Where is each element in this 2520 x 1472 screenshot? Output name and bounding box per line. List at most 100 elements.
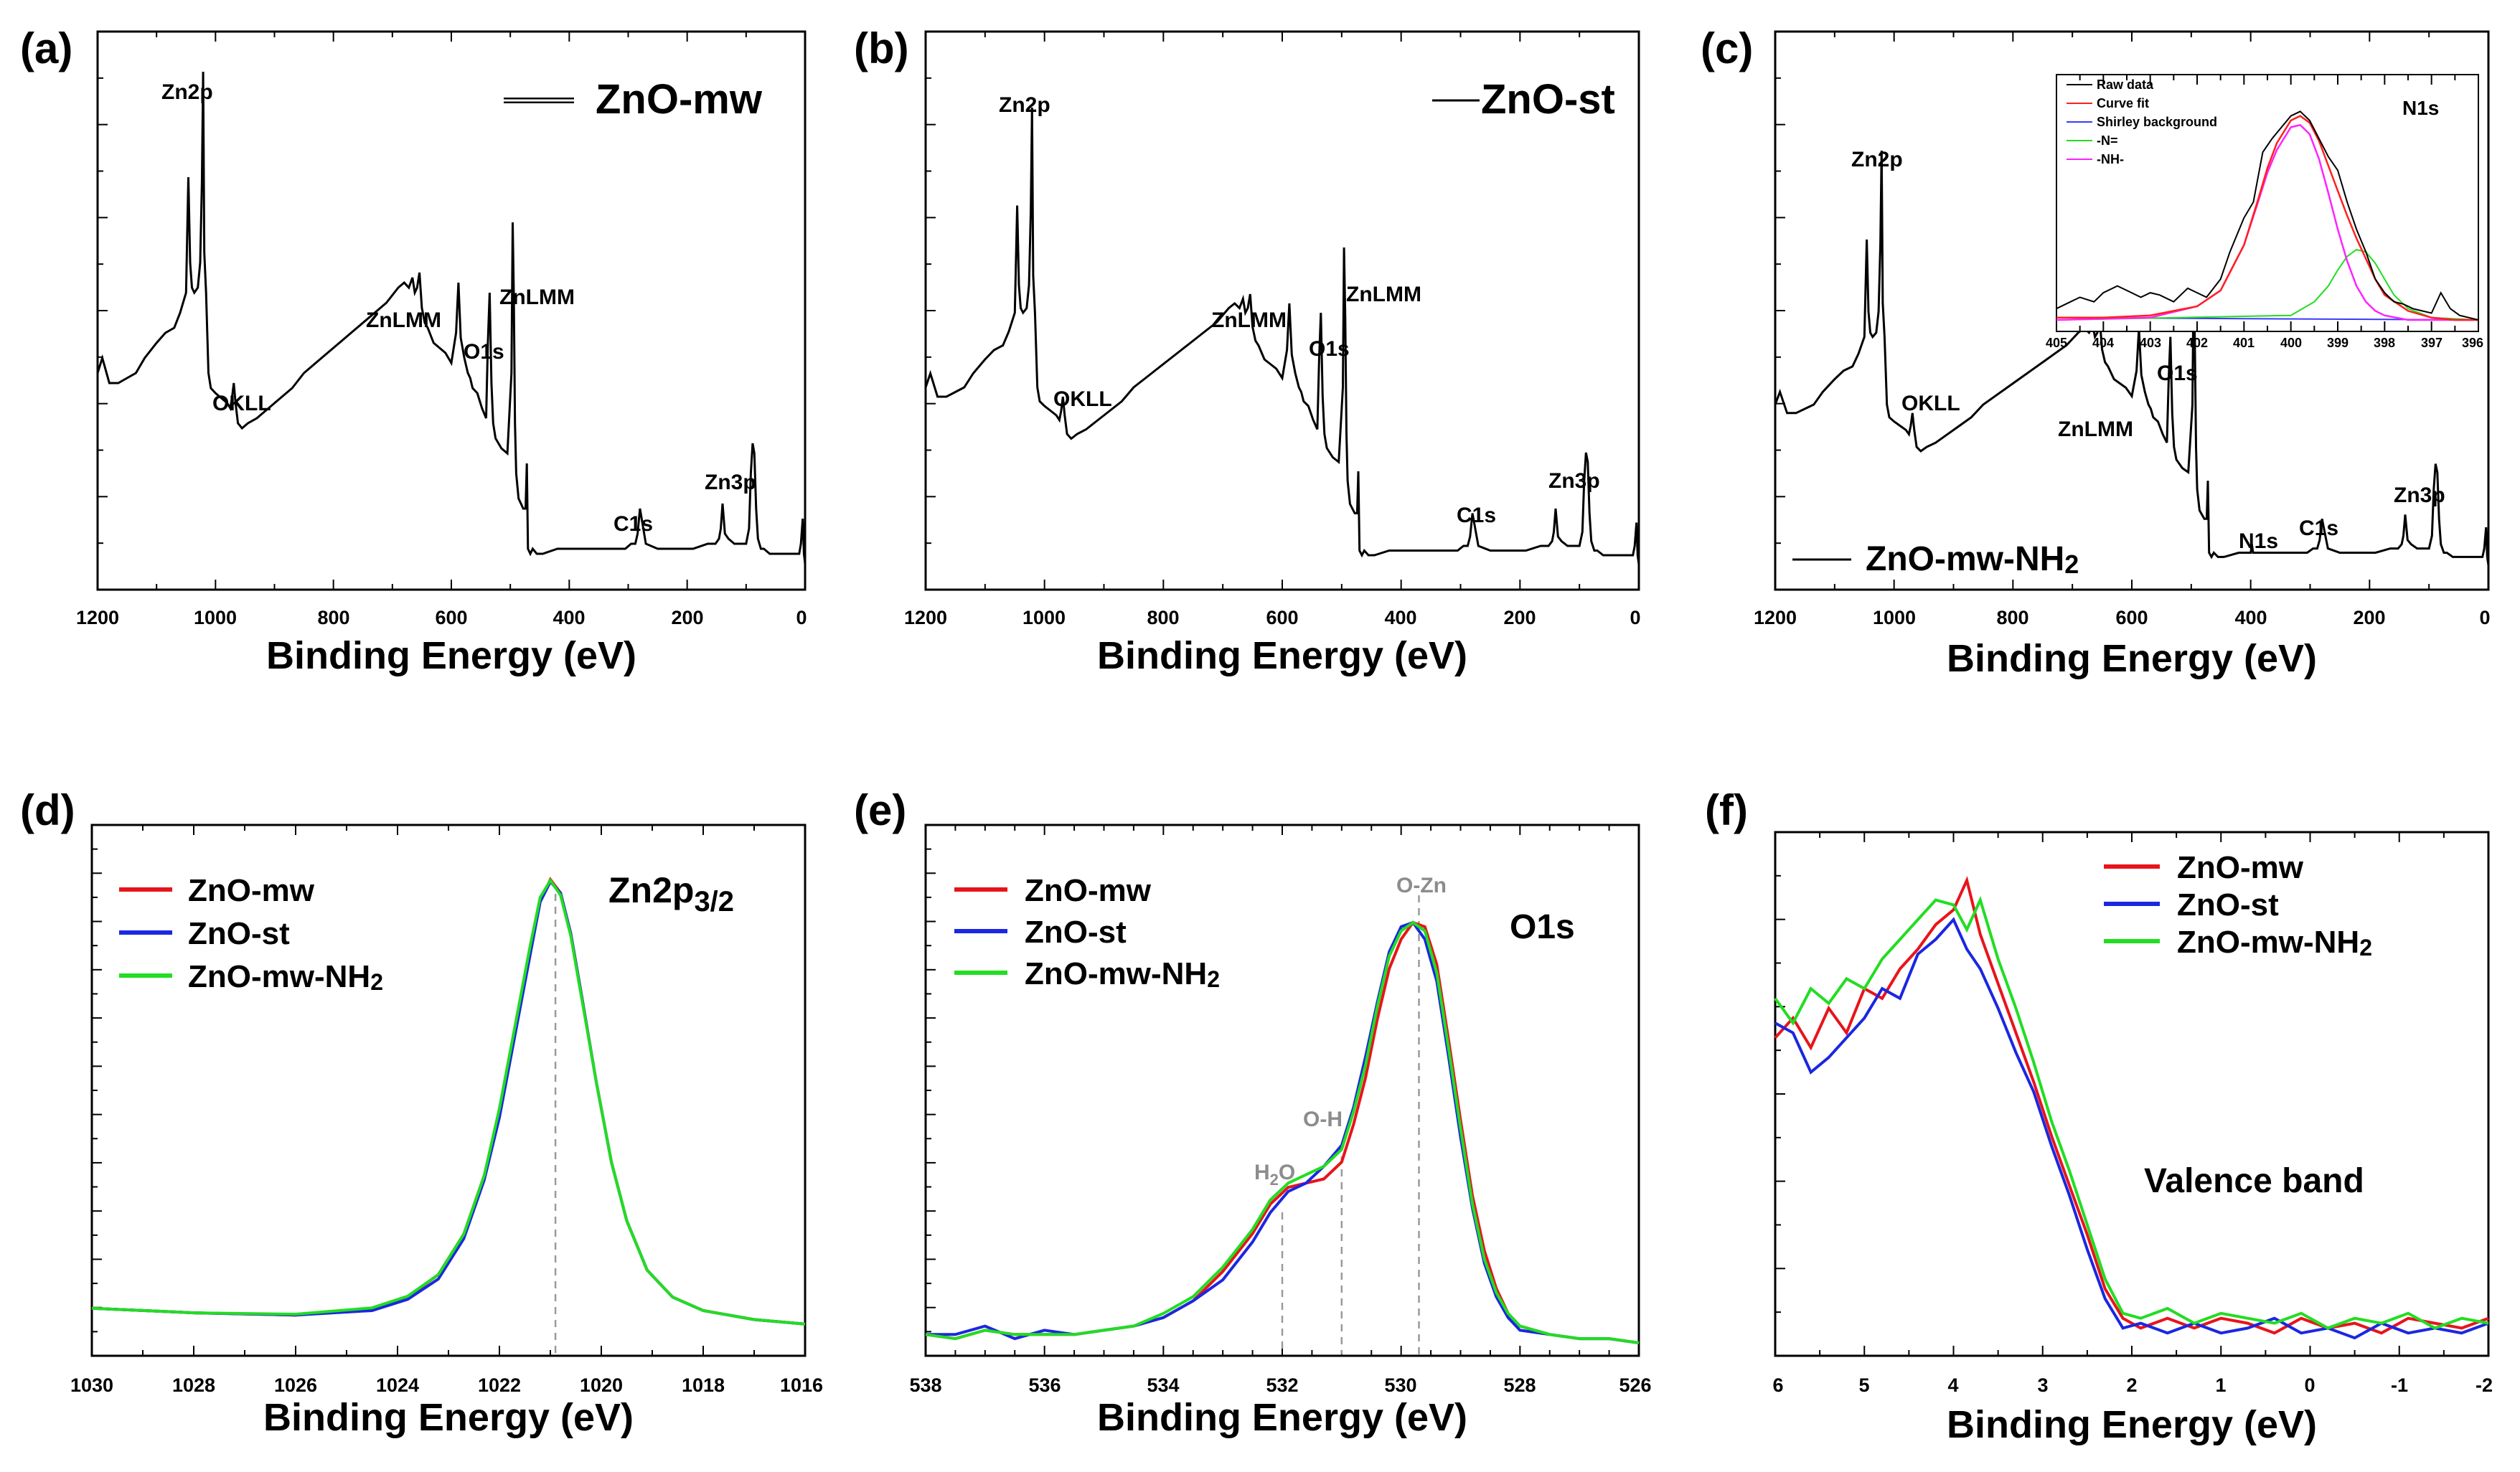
annotation-okll: OKLL [212, 392, 271, 415]
x-tick-label: 400 [1384, 607, 1416, 628]
annotation-o1s: O1s [464, 340, 504, 364]
x-tick-label: 1000 [1873, 607, 1916, 628]
inset-tick-label: 396 [2462, 336, 2483, 350]
title-zn2p32: Zn2p3/2 [608, 870, 734, 917]
series-line-zno-mw-nh2 [1774, 895, 2489, 1330]
x-tick-label: 538 [909, 1374, 941, 1396]
x-tick-label: 0 [796, 607, 807, 628]
x-tick-label: -2 [2476, 1374, 2493, 1396]
x-axis-label-e: Binding Energy (eV) [1097, 1396, 1467, 1439]
annotation-c1s: C1s [2299, 516, 2338, 540]
x-tick-label: 200 [2353, 607, 2385, 628]
x-tick-label: 2 [2126, 1374, 2137, 1396]
inset-legend-nh: -NH- [2097, 152, 2124, 166]
x-tick-label: -1 [2391, 1374, 2408, 1396]
x-tick-label: 0 [1630, 607, 1640, 628]
legend-label-zno-mw: ZnO-mw [596, 76, 763, 123]
inset-tick-label: 399 [2327, 336, 2349, 350]
x-tick-label: 1026 [274, 1374, 317, 1396]
legend-label-zno-mw: ZnO-mw [188, 873, 315, 908]
x-tick-label: 200 [671, 607, 703, 628]
x-tick-label: 1016 [780, 1374, 823, 1396]
inset-legend-fit: Curve fit [2097, 96, 2149, 110]
panel-label-f: (f) [1705, 786, 1748, 834]
inset-title-n1s: N1s [2402, 97, 2439, 119]
x-tick-label: 1200 [1754, 607, 1797, 628]
panel-label-d: (d) [20, 786, 75, 834]
inset-x-ticks [2056, 75, 2479, 331]
x-tick-label: 3 [2037, 1374, 2048, 1396]
label-h2o: H2O [1254, 1161, 1295, 1189]
x-tick-label: 536 [1028, 1374, 1061, 1396]
legend-label-zno-st: ZnO-st [2177, 887, 2279, 923]
title-valence-band: Valence band [2144, 1162, 2364, 1200]
x-tick-label: 1020 [580, 1374, 623, 1396]
legend-label-zno-st: ZnO-st [1025, 915, 1127, 950]
series-line-zno-mw [1774, 876, 2489, 1335]
panel-label-a: (a) [20, 24, 72, 72]
x-ticks-e [925, 825, 1640, 1356]
x-tick-label: 0 [2479, 607, 2490, 628]
panel-c: (c) 1200 1000 800 600 400 200 0 Binding … [1701, 24, 2491, 680]
x-tick-label: 600 [435, 607, 467, 628]
series-line-zno-mw-nh2 [91, 877, 806, 1326]
annotation-okll: OKLL [1901, 392, 1960, 415]
label-oh: O-H [1303, 1108, 1343, 1131]
inset-tick-label: 400 [2280, 336, 2302, 350]
panel-a: (a) 1200 1000 800 600 400 200 0 Binding … [20, 24, 807, 677]
annotation-znlmm: ZnLMM [2058, 417, 2133, 441]
annotation-zn3p: Zn3p [1548, 469, 1600, 493]
inset-series-curve-fit [2056, 115, 2478, 321]
inset-tick-label: 405 [2046, 336, 2067, 350]
x-tick-label: 1200 [76, 607, 119, 628]
series-line-zno-st-survey [924, 107, 1640, 565]
annotation-o1s: O1s [1309, 337, 1350, 361]
series-line-zno-mw-survey [96, 71, 807, 565]
x-tick-label: 4 [1947, 1374, 1958, 1396]
legend-e: ZnO-mw ZnO-st ZnO-mw-NH2 [954, 873, 1220, 992]
x-tick-label: 6 [1772, 1374, 1783, 1396]
x-ticks-f [1774, 832, 2489, 1356]
title-o1s: O1s [1510, 908, 1575, 946]
annotation-n1s: N1s [2239, 529, 2278, 553]
panel-b: (b) 1200 1000 800 600 400 200 0 Binding … [854, 24, 1641, 677]
legend-label-zno-mw: ZnO-mw [2177, 850, 2304, 885]
annotation-znlmm-1: ZnLMM [366, 308, 441, 332]
x-tick-labels-f: 6 5 4 3 2 1 0 -1 -2 [1772, 1374, 2493, 1396]
legend-label-zno-mw-nh2: ZnO-mw-NH2 [2177, 925, 2372, 961]
x-tick-label: 1024 [376, 1374, 419, 1396]
inset-tick-label: 397 [2421, 336, 2443, 350]
inset-x-tick-labels: 405 404 403 402 401 400 399 398 397 396 [2046, 336, 2483, 350]
x-tick-label: 1000 [194, 607, 237, 628]
x-axis-label-d: Binding Energy (eV) [263, 1396, 634, 1439]
inset-legend-raw: Raw data [2097, 77, 2154, 92]
x-tick-labels-b: 1200 1000 800 600 400 200 0 [904, 607, 1641, 628]
panel-label-b: (b) [854, 24, 909, 72]
x-tick-label: 600 [1266, 607, 1298, 628]
inset-legend-shirley: Shirley background [2097, 115, 2217, 129]
x-axis-label-a: Binding Energy (eV) [266, 634, 636, 677]
inset-tick-label: 404 [2092, 336, 2114, 350]
x-tick-labels-a: 1200 1000 800 600 400 200 0 [76, 607, 807, 628]
inset-legend: Raw data Curve fit Shirley background -N… [2067, 77, 2217, 166]
series-line-zno-mw-nh2 [925, 920, 1640, 1344]
x-tick-label: 200 [1503, 607, 1536, 628]
inset-frame [2056, 74, 2479, 332]
annotation-zn2p: Zn2p [999, 93, 1050, 117]
x-tick-label: 600 [2115, 607, 2148, 628]
x-tick-label: 400 [2234, 607, 2267, 628]
x-tick-label: 1200 [904, 607, 947, 628]
inset-legend-n: -N= [2097, 133, 2118, 148]
legend-f: ZnO-mw ZnO-st ZnO-mw-NH2 [2104, 850, 2372, 961]
x-tick-label: 1030 [70, 1374, 113, 1396]
x-tick-label: 5 [1858, 1374, 1869, 1396]
inset-series-n-double-bond [2056, 248, 2479, 321]
annotation-o1s: O1s [2157, 362, 2198, 385]
annotation-zn2p: Zn2p [1851, 148, 1903, 171]
legend-label-zno-st: ZnO-st [1481, 76, 1615, 123]
label-ozn: O-Zn [1396, 874, 1447, 897]
legend-label-zno-mw-nh2: ZnO-mw-NH2 [1025, 956, 1220, 992]
annotation-c1s: C1s [613, 512, 653, 536]
panel-label-e: (e) [854, 786, 906, 834]
x-tick-label: 534 [1147, 1374, 1179, 1396]
